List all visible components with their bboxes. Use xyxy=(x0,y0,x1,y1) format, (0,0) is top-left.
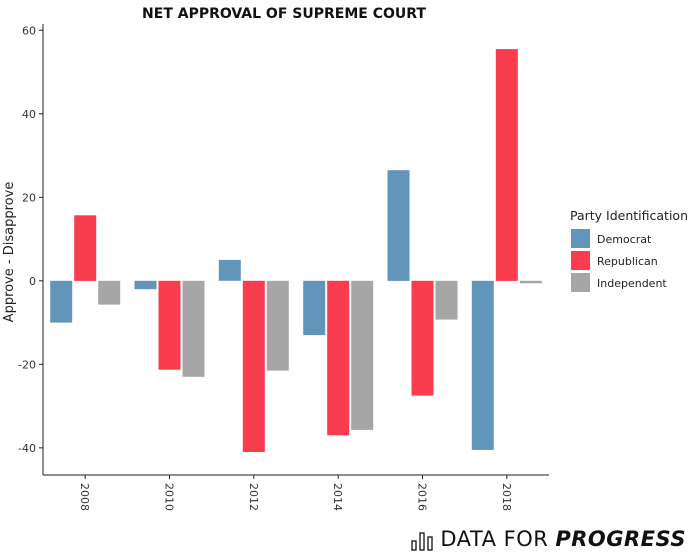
y-tick-label: 20 xyxy=(22,191,36,204)
legend-swatch-independent xyxy=(571,273,590,292)
y-tick-label: -20 xyxy=(18,358,36,371)
bar-republican-2016 xyxy=(411,280,434,396)
bar-republican-2008 xyxy=(74,215,97,281)
plot-area xyxy=(50,49,542,452)
bar-independent-2008 xyxy=(98,280,121,305)
legend-label-independent: Independent xyxy=(597,277,667,290)
bar-independent-2018 xyxy=(519,280,542,284)
bar-democrat-2010 xyxy=(134,280,157,290)
y-tick-label: 40 xyxy=(22,108,36,121)
bar-democrat-2018 xyxy=(471,280,494,450)
x-axis-ticks: 2008 2010 2012 2014 2016 2018 xyxy=(78,475,513,511)
x-tick-label: 2012 xyxy=(247,483,260,511)
bar-republican-2018 xyxy=(495,49,518,281)
bar-democrat-2008 xyxy=(50,280,73,323)
x-tick-label: 2008 xyxy=(78,483,91,511)
y-tick-label: 60 xyxy=(22,24,36,37)
bar-democrat-2016 xyxy=(387,170,410,281)
y-tick-label: 0 xyxy=(29,275,36,288)
x-tick-label: 2016 xyxy=(416,483,429,511)
bar-democrat-2014 xyxy=(303,280,326,336)
legend-swatch-democrat xyxy=(571,229,590,248)
legend: Party Identification Democrat Republican I… xyxy=(570,208,688,292)
bar-democrat-2012 xyxy=(218,259,241,281)
bar-independent-2012 xyxy=(266,280,289,371)
x-tick-label: 2010 xyxy=(163,483,176,511)
bar-republican-2010 xyxy=(158,280,181,370)
chart-title: NET APPROVAL OF SUPREME COURT xyxy=(142,6,426,22)
bar-republican-2012 xyxy=(242,280,265,452)
legend-label-democrat: Democrat xyxy=(597,233,652,246)
legend-title: Party Identification xyxy=(570,208,688,223)
x-tick-label: 2018 xyxy=(500,483,513,511)
brand-text-light: DATA FOR xyxy=(440,527,549,551)
bar-independent-2014 xyxy=(351,280,374,430)
bar-independent-2010 xyxy=(182,280,205,377)
bar-chart-icon xyxy=(411,532,433,551)
y-tick-label: -40 xyxy=(18,442,36,455)
brand-logo: DATA FOR PROGRESS xyxy=(411,527,686,551)
y-axis-label: Approve - Disapprove xyxy=(2,182,17,323)
brand-text-bold: PROGRESS xyxy=(555,527,686,551)
bar-independent-2016 xyxy=(435,280,458,320)
y-axis-ticks: -40 -20 0 20 40 60 xyxy=(18,24,43,455)
legend-label-republican: Republican xyxy=(597,255,658,268)
x-tick-label: 2014 xyxy=(331,483,344,511)
bar-republican-2014 xyxy=(327,280,350,436)
legend-swatch-republican xyxy=(571,251,590,270)
